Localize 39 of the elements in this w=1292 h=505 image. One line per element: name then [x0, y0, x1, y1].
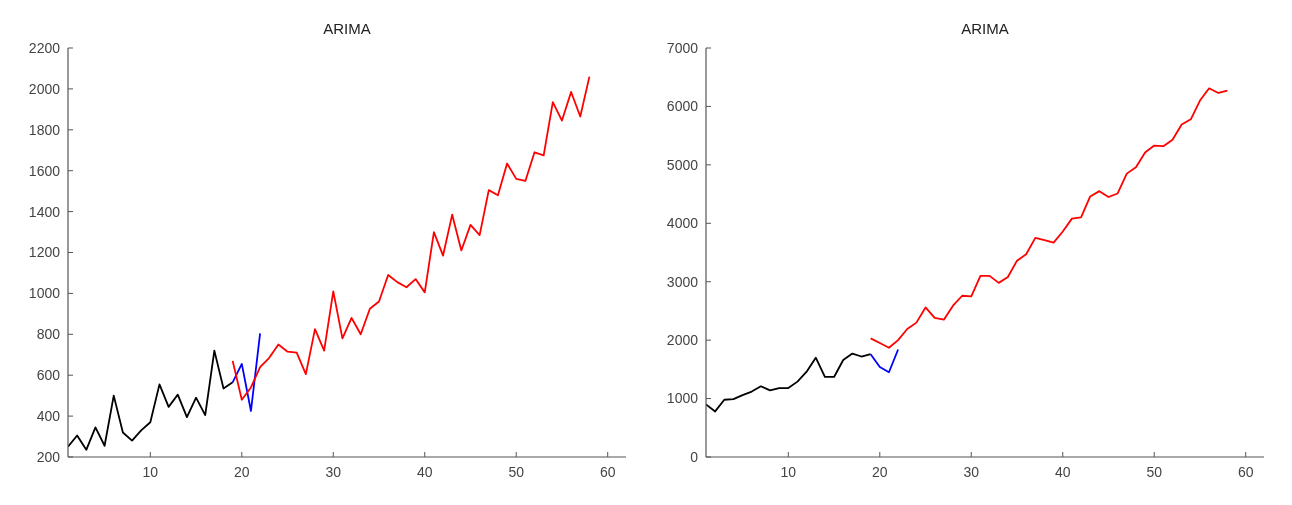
- y-tick-label: 1800: [28, 121, 61, 138]
- x-tick-label: 30: [325, 464, 342, 480]
- x-tick-label: 40: [1054, 464, 1071, 480]
- y-tick-label: 4000: [666, 215, 699, 232]
- y-tick-label: 2000: [666, 332, 699, 349]
- y-tick-label: 5000: [666, 156, 699, 173]
- x-tick-label: 20: [872, 464, 888, 480]
- y-tick-label: 3000: [666, 273, 699, 290]
- y-tick-label: 1000: [666, 390, 699, 407]
- chart-title: ARIMA: [961, 20, 1009, 37]
- y-tick-label: 1400: [28, 203, 61, 220]
- y-tick-label: 2000: [28, 80, 61, 97]
- line-series: [869, 348, 899, 374]
- y-tick-label: 7000: [666, 39, 699, 56]
- y-tick-label: 6000: [666, 98, 699, 115]
- y-tick-label: 600: [36, 367, 61, 384]
- line-series: [231, 332, 261, 412]
- x-tick-label: 30: [963, 464, 980, 480]
- y-tick-label: 1200: [28, 244, 61, 261]
- x-tick-label: 10: [142, 464, 159, 480]
- x-tick-label: 50: [508, 464, 525, 480]
- x-tick-label: 10: [780, 464, 797, 480]
- y-tick-label: 800: [36, 326, 61, 343]
- y-tick-label: 0: [690, 448, 699, 465]
- y-tick-label: 200: [36, 448, 61, 465]
- y-tick-label: 1000: [28, 285, 61, 302]
- line-series: [706, 352, 872, 413]
- y-tick-label: 400: [36, 408, 61, 424]
- line-series: [68, 349, 234, 451]
- x-tick-label: 40: [416, 464, 433, 480]
- x-tick-label: 60: [599, 464, 616, 480]
- x-tick-label: 50: [1146, 464, 1163, 480]
- chart-title: ARIMA: [323, 20, 371, 37]
- y-tick-label: 1600: [28, 162, 61, 179]
- line-series: [869, 87, 1229, 349]
- line-series: [231, 75, 591, 401]
- y-tick-label: 2200: [28, 39, 61, 56]
- x-tick-label: 20: [234, 464, 250, 480]
- x-tick-label: 60: [1237, 464, 1254, 480]
